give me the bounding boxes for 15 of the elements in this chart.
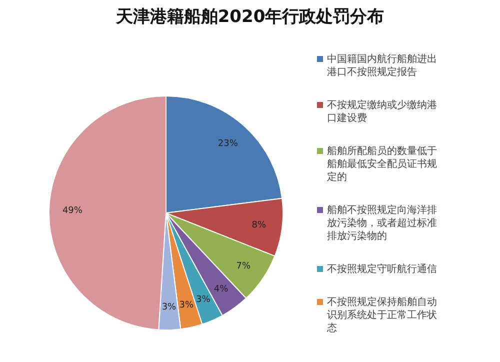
legend-label: 不按照规定守听航行通信	[327, 263, 437, 275]
data-label: 3%	[179, 300, 194, 310]
data-label: 49%	[62, 206, 83, 216]
legend-label: 中国籍国内航行船舶进出港口不按照规定报告	[327, 53, 437, 78]
data-label: 8%	[252, 220, 266, 231]
legend-label: 不按规定缴纳或少缴纳港口建设费	[327, 99, 437, 124]
data-label: 3%	[162, 302, 177, 313]
data-label: 4%	[214, 284, 229, 295]
data-label: 7%	[236, 262, 251, 272]
chart-title: 天津港籍船舶2020年行政处罚分布	[114, 7, 384, 27]
data-label: 23%	[218, 138, 238, 149]
legend-label: 船舶所配船员的数量低于船舶最低安全配员证书规定的	[327, 145, 437, 183]
legend-label: 船舶不按照规定向海洋排放污染物，或者超过标准排放污染物的	[327, 204, 437, 242]
legend-label: 不按照规定保持船舶自动识别系统处于正常工作状态	[326, 296, 437, 334]
data-label: 3%	[196, 294, 211, 305]
